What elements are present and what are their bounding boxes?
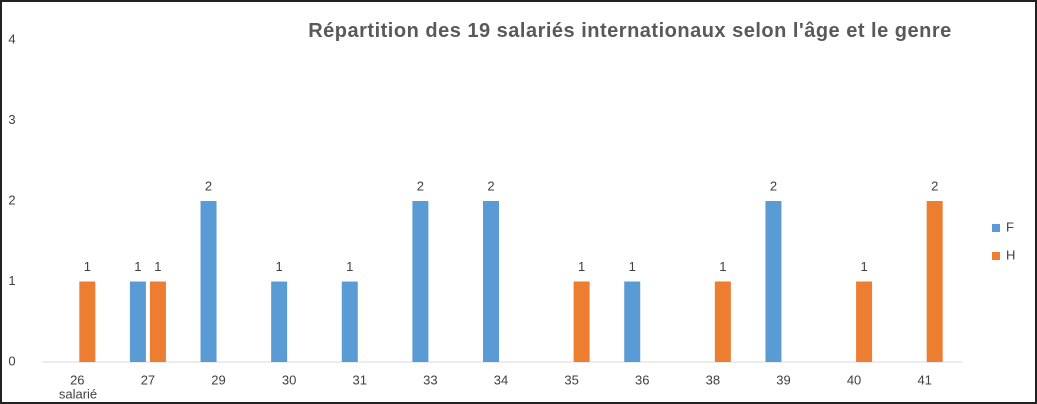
bar	[926, 201, 943, 362]
data-label: 2	[770, 178, 777, 193]
bar	[271, 281, 288, 362]
bar	[79, 281, 96, 362]
bar	[149, 281, 166, 362]
x-tick-label: 27	[141, 372, 155, 387]
y-tick-label: 4	[8, 31, 15, 46]
data-label: 1	[629, 259, 636, 274]
data-label: 1	[276, 259, 283, 274]
data-label: 2	[417, 178, 424, 193]
y-tick-label: 3	[8, 112, 15, 127]
x-tick-label: 31	[353, 372, 367, 387]
bar	[714, 281, 731, 362]
bar	[200, 201, 217, 362]
x-tick-label: 30	[282, 372, 296, 387]
x-tick-label: 41	[917, 372, 931, 387]
legend-label: F	[1006, 219, 1014, 234]
bar	[573, 281, 590, 362]
x-tick-label: 38	[706, 372, 720, 387]
y-tick-label: 2	[8, 192, 15, 207]
data-label: 1	[134, 259, 141, 274]
bar	[483, 201, 499, 362]
data-label: 1	[578, 259, 585, 274]
chart-title: Répartition des 19 salariés internationa…	[308, 20, 952, 42]
x-tick-label: 26	[70, 372, 84, 387]
data-label: 1	[84, 259, 91, 274]
legend-swatch	[992, 224, 1000, 232]
x-tick-label: 36	[635, 372, 649, 387]
x-tick-label: 39	[776, 372, 790, 387]
y-tick-label: 1	[8, 273, 15, 288]
x-axis-label: salarié	[59, 386, 97, 401]
data-label: 2	[205, 178, 212, 193]
bar	[624, 281, 641, 362]
bar	[856, 281, 873, 362]
y-tick-label: 0	[8, 353, 15, 368]
data-label: 2	[487, 178, 494, 193]
legend-swatch	[992, 252, 1000, 260]
data-label: 1	[346, 259, 353, 274]
data-label: 1	[154, 259, 161, 274]
data-label: 1	[860, 259, 867, 274]
bar	[412, 201, 429, 362]
bar	[765, 201, 782, 362]
bar	[129, 281, 146, 362]
data-label: 2	[931, 178, 938, 193]
bar	[341, 281, 358, 362]
x-tick-label: 35	[564, 372, 578, 387]
data-label: 1	[719, 259, 726, 274]
legend-label: H	[1006, 247, 1015, 262]
x-tick-label: 40	[847, 372, 861, 387]
x-tick-label: 29	[211, 372, 225, 387]
x-tick-label: 34	[494, 372, 508, 387]
x-tick-label: 33	[423, 372, 437, 387]
